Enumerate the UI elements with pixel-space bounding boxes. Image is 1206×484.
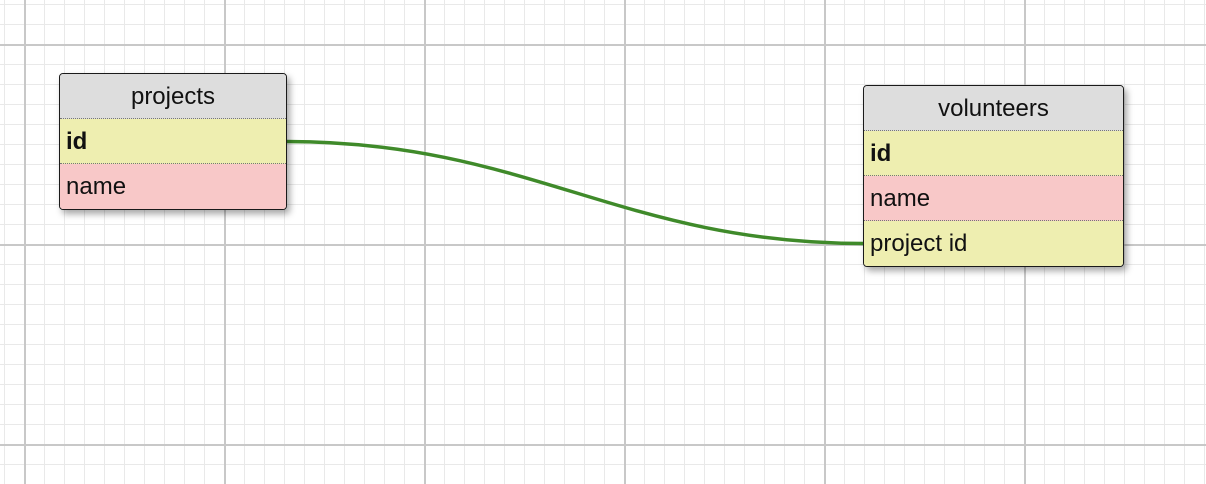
field-projects-id[interactable]: id xyxy=(60,119,286,164)
field-volunteers-name[interactable]: name xyxy=(864,176,1123,221)
field-volunteers-id[interactable]: id xyxy=(864,131,1123,176)
field-volunteers-project-id[interactable]: project id xyxy=(864,221,1123,266)
table-title-projects: projects xyxy=(60,74,286,119)
field-projects-name[interactable]: name xyxy=(60,164,286,209)
table-projects[interactable]: projects id name xyxy=(59,73,287,210)
relation-projects-id-to-volunteers-project-id[interactable] xyxy=(284,139,866,246)
table-volunteers[interactable]: volunteers id name project id xyxy=(863,85,1124,267)
table-title-volunteers: volunteers xyxy=(864,86,1123,131)
